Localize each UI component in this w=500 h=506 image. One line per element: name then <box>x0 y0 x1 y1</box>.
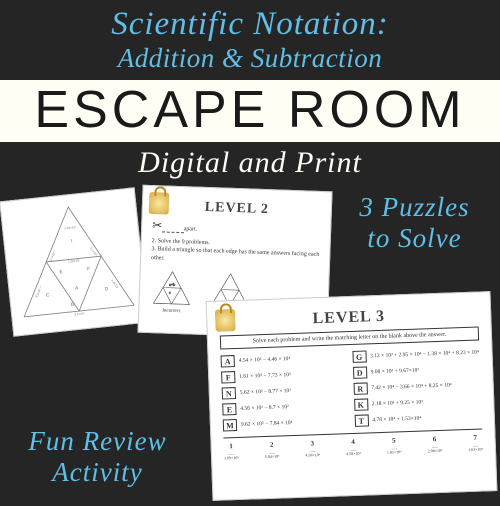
puzzle-3-thumbnail: LEVEL 3 Solve each problem and write the… <box>206 291 498 501</box>
answer-slot: 7___1.63×10⁴ <box>468 433 483 452</box>
scissors-icon: ✂ apart. <box>152 218 320 239</box>
answer-slot: 4___4.58×10⁴ <box>346 438 361 457</box>
level-3-grid: A4.54 × 10⁵ − 4.46 × 10⁴ G 3.12 × 10³ + 2… <box>221 347 482 432</box>
letter-box: K <box>354 398 368 410</box>
answer-slot: 2___5.84×10³ <box>264 441 279 459</box>
equation: 2.18 × 10³ + 9.25 × 10³ <box>372 394 482 410</box>
letter-box: A <box>221 355 235 367</box>
title-sub-suffix: Subtraction <box>244 43 383 73</box>
letter-box: T <box>354 414 368 426</box>
level-2-title: LEVEL 2 <box>153 198 321 220</box>
equation: 4.56 × 10³ − 8.7 × 10² <box>240 399 350 415</box>
digital-print-label: Digital and Print <box>0 142 500 186</box>
triangle-puzzle-icon: I EF A CD B 2.04×10⁴ 3.7×10⁻³ 5.1×10² 1.… <box>0 188 147 335</box>
lock-icon <box>215 309 236 332</box>
answer-slot: 1___1.09×10⁵ <box>224 442 239 461</box>
equation: 3.12 × 10³ + 2.95 × 10⁴ − 1.38 × 10⁴ + 8… <box>370 347 480 363</box>
title-main: Scientific Notation: <box>10 6 490 43</box>
cut-apart-label: apart. <box>184 226 198 232</box>
fun-review-line1: Fun Review <box>10 426 185 457</box>
equation: 5.62 × 10³ − 8.77 × 10² <box>240 383 350 399</box>
letter-box: F <box>221 371 235 383</box>
svg-text:a+b: a+b <box>169 282 175 287</box>
equation: 4.78 × 10⁴ + 1.53×10⁴ <box>372 410 482 426</box>
puzzles-line2: to Solve <box>337 223 492 254</box>
title-sub-prefix: Addition <box>118 43 222 73</box>
letter-box: E <box>222 403 236 415</box>
escape-room-banner: Escape Room <box>0 80 500 142</box>
title-sub: Addition & Subtraction <box>10 43 490 74</box>
letter-box: R <box>353 382 367 394</box>
svg-text:9.2×10⁶: 9.2×10⁶ <box>74 311 85 316</box>
fun-review-line2: Activity <box>10 457 185 488</box>
equation: 9.62 × 10⁵ − 7.84 × 10⁴ <box>241 415 351 431</box>
svg-text:F: F <box>87 266 91 272</box>
lock-icon <box>149 192 170 215</box>
incorrect-label: Incorrect <box>149 308 193 315</box>
puzzles-line1: 3 Puzzles <box>337 192 492 223</box>
letter-box: M <box>223 419 237 431</box>
answer-row: 1___1.09×10⁵ 2___5.84×10³ 3___4.58×10⁴ 4… <box>223 428 483 460</box>
puzzle-1-thumbnail: I EF A CD B 2.04×10⁴ 3.7×10⁻³ 5.1×10² 1.… <box>0 187 149 336</box>
incorrect-triangle: a+b c Incorrect <box>149 268 195 315</box>
answer-slot: 3___4.58×10⁴ <box>305 439 320 458</box>
ampersand: & <box>222 43 244 73</box>
equation: 4.54 × 10⁵ − 4.46 × 10⁴ <box>238 351 348 367</box>
letter-box: N <box>222 387 236 399</box>
letter-box: D <box>352 366 366 378</box>
letter-box: G <box>352 350 366 362</box>
equation: 9.08 × 10² + 9.67×10² <box>370 362 480 378</box>
puzzles-to-solve-callout: 3 Puzzles to Solve <box>337 192 492 254</box>
equation: 1.61 × 10⁴ − 7.73 × 10³ <box>239 367 349 383</box>
bottom-row: Fun Review Activity LEVEL 3 Solve each p… <box>0 356 500 506</box>
answer-slot: 5___1.81×10⁴ <box>386 436 401 455</box>
equation: 7.42 × 10⁴ − 3.66 × 10⁴ + 8.25 × 10⁴ <box>371 378 481 394</box>
fun-review-callout: Fun Review Activity <box>10 426 185 488</box>
answer-slot: 6___2.08×10³ <box>427 435 442 453</box>
